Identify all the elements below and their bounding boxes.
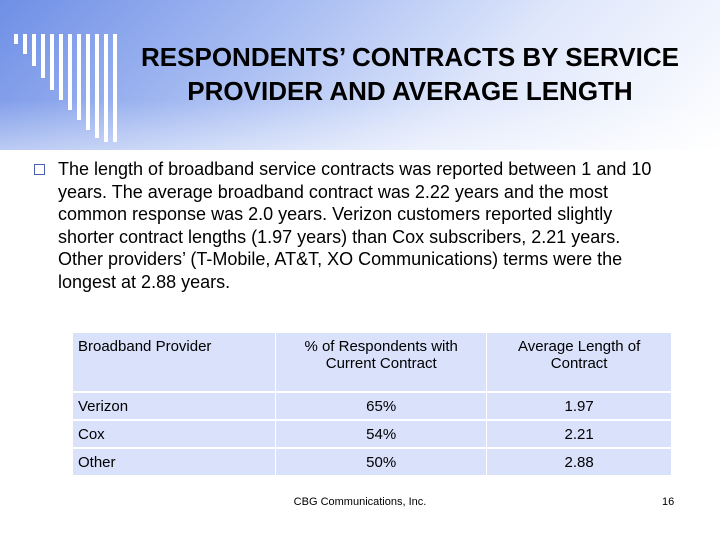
footer-company: CBG Communications, Inc.: [293, 496, 427, 508]
header-average-length: Average Length of Contract: [487, 333, 671, 391]
page-number: 16: [662, 496, 675, 508]
header-percent: % of Respondents with Current Contract: [276, 333, 487, 391]
table-row: Verizon 65% 1.97: [73, 393, 671, 419]
table-row: Cox 54% 2.21: [73, 421, 671, 447]
contracts-table: Broadband Provider % of Respondents with…: [72, 331, 672, 477]
table-row: Other 50% 2.88: [73, 449, 671, 475]
cell-average: 2.88: [487, 449, 671, 475]
cell-provider: Cox: [73, 421, 276, 447]
cell-average: 2.21: [487, 421, 671, 447]
bullet-paragraph: The length of broadband service contract…: [58, 159, 652, 292]
cell-percent: 54%: [276, 421, 487, 447]
gradient-fade: [0, 100, 720, 220]
square-bullet-icon: [34, 164, 45, 175]
header-provider: Broadband Provider: [73, 333, 276, 391]
cell-average: 1.97: [487, 393, 671, 419]
cell-provider: Verizon: [73, 393, 276, 419]
decorative-stripes: [14, 34, 124, 144]
cell-percent: 50%: [276, 449, 487, 475]
slide-title: RESPONDENTS’ CONTRACTS BY SERVICE PROVID…: [141, 42, 679, 106]
cell-provider: Other: [73, 449, 276, 475]
table-header-row: Broadband Provider % of Respondents with…: [73, 333, 671, 391]
cell-percent: 65%: [276, 393, 487, 419]
